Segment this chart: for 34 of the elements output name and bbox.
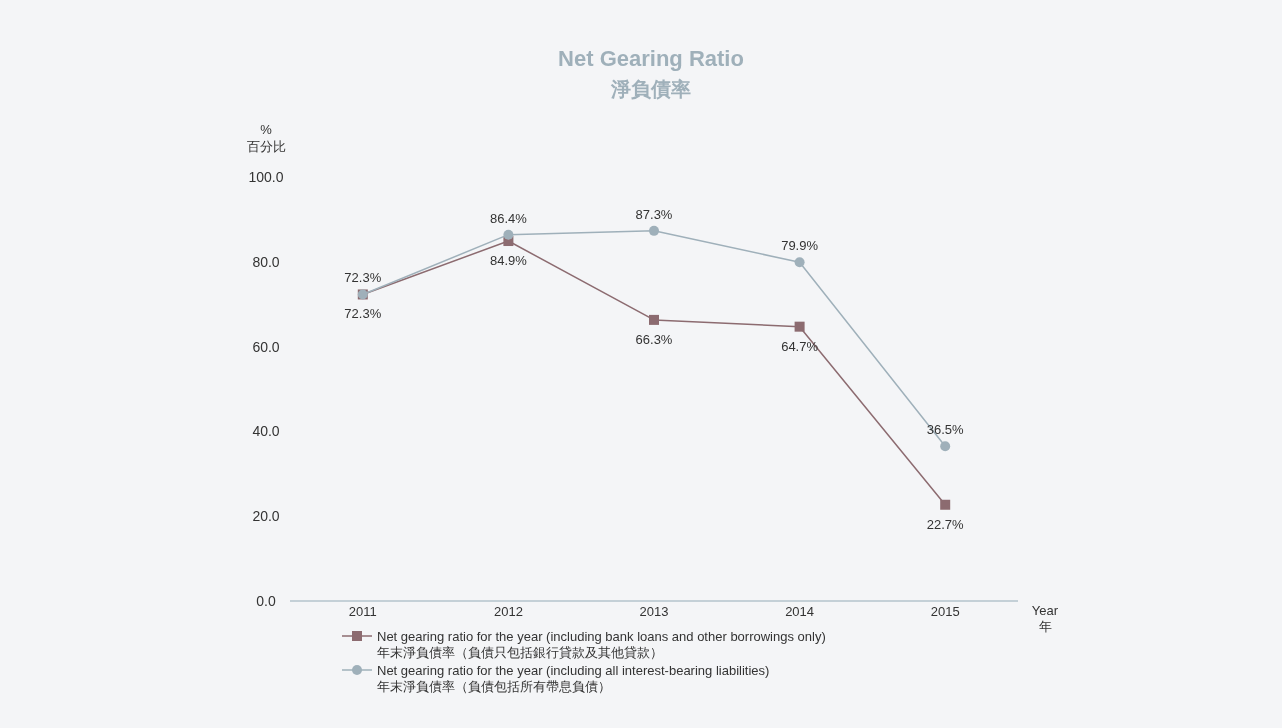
y-tick-label: 60.0 bbox=[252, 338, 280, 355]
point bbox=[794, 257, 805, 268]
y-axis-title: % 百分比 bbox=[246, 122, 286, 154]
y-tick-label: 80.0 bbox=[252, 253, 280, 270]
legend-label: Net gearing ratio for the year (including bank loans and other borrowings only) 年末淨負債率（負債只包括銀行貸款及其他貸款） bbox=[377, 629, 826, 660]
y-tick-label: 20.0 bbox=[252, 508, 280, 525]
x-axis-title: Year 年 bbox=[1031, 603, 1059, 634]
data-label: 36.5% bbox=[926, 422, 965, 438]
point bbox=[940, 441, 951, 452]
chart-title: Net Gearing Ratio bbox=[558, 46, 744, 71]
legend-label: Net gearing ratio for the year (including all interest-bearing liabilities) 年末淨負債率（負債包括所有帶息負債） bbox=[377, 663, 770, 694]
point bbox=[503, 229, 514, 240]
point bbox=[649, 225, 659, 236]
point bbox=[649, 314, 659, 325]
data-label: 72.3% bbox=[344, 270, 382, 286]
chart-subtitle: 淨負債率 bbox=[610, 78, 691, 100]
point bbox=[794, 321, 805, 332]
data-label: 84.9% bbox=[489, 253, 528, 269]
data-label: 87.3% bbox=[635, 206, 673, 222]
x-tick-label: 2014 bbox=[785, 604, 815, 619]
x-tick-label: 2012 bbox=[493, 604, 523, 619]
y-tick-label: 40.0 bbox=[252, 423, 280, 440]
x-tick-label: 2015 bbox=[930, 604, 960, 619]
x-tick-label: 2011 bbox=[348, 604, 377, 619]
data-label: 22.7% bbox=[926, 516, 965, 532]
data-label: 66.3% bbox=[635, 331, 673, 347]
x-tick-label: 2013 bbox=[639, 604, 669, 619]
point bbox=[940, 499, 951, 510]
data-label: 79.9% bbox=[781, 238, 819, 254]
data-label: 72.3% bbox=[344, 306, 382, 322]
data-label: 86.4% bbox=[489, 210, 528, 226]
y-tick-label: 0.0 bbox=[256, 593, 276, 609]
data-label: 64.7% bbox=[781, 338, 819, 354]
y-tick-label: 100.0 bbox=[248, 169, 284, 185]
